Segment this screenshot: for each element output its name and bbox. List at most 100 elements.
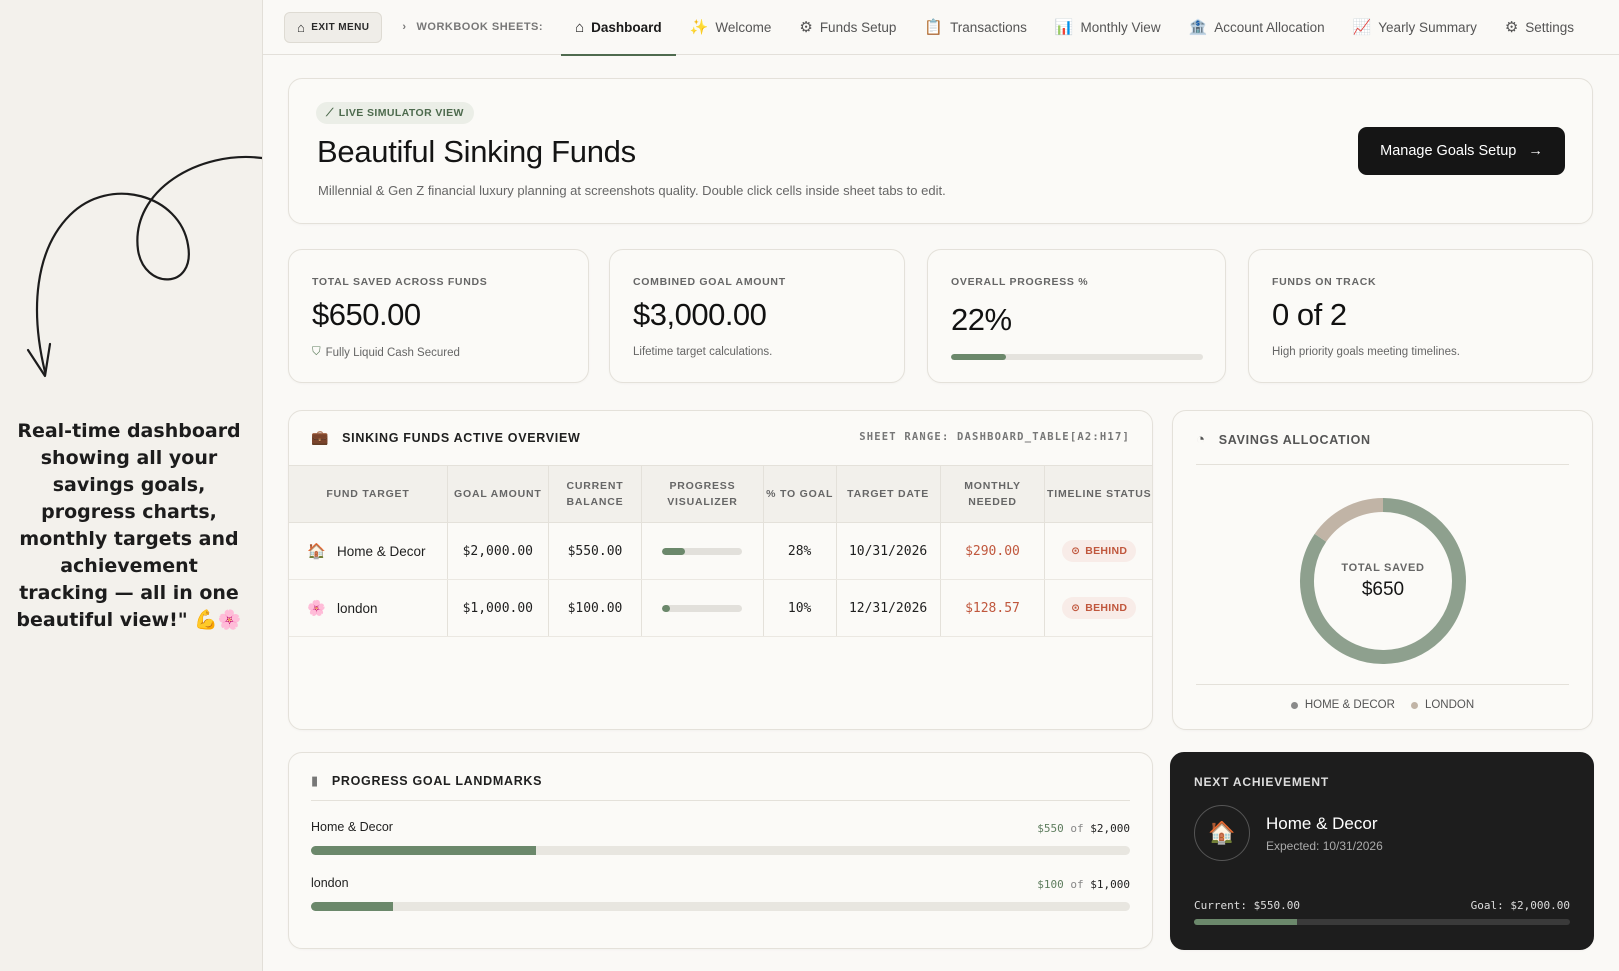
fund-cell[interactable]: 🌸 london [289,579,448,637]
progress-visualizer [662,547,743,555]
legend-item: LONDON [1410,699,1474,711]
shield-check-icon: ⛉ [312,346,321,358]
briefcase-icon: 💼 [311,429,330,445]
date-cell[interactable]: 10/31/2026 [836,522,941,580]
live-simulator-badge: ⟋ LIVE SIMULATOR VIEW [316,102,474,124]
landmark-of: of [1070,822,1084,835]
overview-card: 💼 SINKING FUNDS ACTIVE OVERVIEW SHEET RA… [288,410,1153,730]
status-badge: ⊙ BEHIND [1062,540,1137,562]
manage-goals-button[interactable]: Manage Goals Setup → [1358,127,1565,175]
landmark-track [311,846,1130,855]
stat-sub: ⛉ Fully Liquid Cash Secured [312,346,460,359]
divider [1196,464,1569,465]
monthly-cell[interactable]: $128.57 [940,579,1046,637]
clipboard-icon: 📋 [924,18,944,36]
pct-cell[interactable]: 10% [763,579,837,637]
pct-cell[interactable]: 28% [763,522,837,580]
overall-progress-bar [951,354,1203,360]
column-header: MONTHLY NEEDED [940,465,1046,523]
tab-label: Dashboard [591,19,662,35]
alert-circle-icon: ⊙ [1071,602,1081,614]
house-icon: ⌂ [575,18,585,36]
tab-label: Welcome [715,19,772,35]
goal-cell[interactable]: $2,000.00 [447,522,549,580]
tab-welcome[interactable]: ✨ Welcome [676,0,786,55]
fund-name: Home & Decor [337,544,426,559]
goal-cell[interactable]: $1,000.00 [447,579,549,637]
tab-label: Account Allocation [1214,19,1325,35]
table-row[interactable]: 🌸 london $1,000.00 $100.00 10% 12/31/2026… [289,579,1152,637]
fund-cell[interactable]: 🏠 Home & Decor [289,522,448,580]
progress-fill [311,846,537,855]
table-row[interactable]: 🏠 Home & Decor $2,000.00 $550.00 28% 10/3… [289,522,1152,580]
app-window: ⌂ EXIT MENU › WORKBOOK SHEETS: ⌂ Dashboa… [262,0,1619,971]
exit-menu-button[interactable]: ⌂ EXIT MENU [284,11,383,43]
divider [1196,684,1569,685]
landmark-goal: $2,000 [1090,822,1130,835]
status-cell: ⊙ BEHIND [1044,522,1152,580]
tab-label: Funds Setup [819,19,897,35]
column-header: TARGET DATE [836,465,941,523]
balance-cell[interactable]: $100.00 [548,579,643,637]
top-nav: ⌂ EXIT MENU › WORKBOOK SHEETS: ⌂ Dashboa… [263,0,1619,56]
stat-label: TOTAL SAVED ACROSS FUNDS [312,276,488,288]
next-goal: Goal: $2,000.00 [1470,899,1570,912]
promo-caption: Real-time dashboard showing all your sav… [16,420,242,631]
stat-funds-on-track: FUNDS ON TRACK 0 of 2 High priority goal… [1248,249,1593,383]
next-label: NEXT ACHIEVEMENT [1194,775,1330,789]
bar-chart-icon: 📊 [1054,18,1074,36]
allocation-donut [1300,498,1466,664]
arrow-right-icon: → [1528,143,1543,159]
tab-label: Transactions [950,19,1027,35]
landmark-name: Home & Decor [311,820,393,834]
stat-sub-text: High priority goals meeting timelines. [1272,346,1460,358]
next-current: Current: $550.00 [1194,899,1300,912]
progress-fill [662,547,685,555]
alert-circle-icon: ⊙ [1071,545,1081,557]
column-header: % TO GOAL [763,465,837,523]
house-decor-icon: 🏠 [1194,805,1250,861]
chart-legend: HOME & DECOR LONDON [1173,699,1592,711]
column-header: FUND TARGET [289,465,448,523]
monthly-cell[interactable]: $290.00 [940,522,1046,580]
progress-fill [311,902,393,911]
tab-settings[interactable]: ⚙ Settings [1491,0,1588,55]
donut-slice-home-decor [1300,498,1466,664]
gear-badge-icon: ⚙ [799,18,813,36]
breadcrumb: › WORKBOOK SHEETS: [402,21,543,33]
page-title: Beautiful Sinking Funds [317,134,636,169]
tab-yearly-summary[interactable]: 📈 Yearly Summary [1339,0,1491,55]
promo-panel: Real-time dashboard showing all your sav… [0,0,262,971]
trend-chart-icon: 📈 [1352,18,1372,36]
landmark-of: of [1070,878,1084,891]
date-cell[interactable]: 12/31/2026 [836,579,941,637]
page-subtitle: Millennial & Gen Z financial luxury plan… [318,183,946,198]
tab-monthly-view[interactable]: 📊 Monthly View [1041,0,1175,55]
donut-slice-london [1314,498,1384,542]
next-achievement-card: NEXT ACHIEVEMENT 🏠 Home & Decor Expected… [1170,752,1594,950]
tab-transactions[interactable]: 📋 Transactions [910,0,1040,55]
manage-goals-label: Manage Goals Setup [1380,143,1517,159]
status-badge: ⊙ BEHIND [1062,597,1137,619]
stat-combined-goal: COMBINED GOAL AMOUNT $3,000.00 Lifetime … [609,249,905,383]
landmark-amount: $100 of $1,000 [1037,878,1130,891]
balance-cell[interactable]: $550.00 [548,522,643,580]
stat-label: OVERALL PROGRESS % [951,276,1089,288]
landmark-goal: $1,000 [1090,878,1130,891]
divider [311,800,1130,801]
donut-center: TOTAL SAVED $650 [1293,491,1473,671]
allocation-title: SAVINGS ALLOCATION [1218,432,1371,447]
column-header: PROGRESS VISUALIZER [641,465,764,523]
tab-label: Monthly View [1080,19,1161,35]
tab-funds-setup[interactable]: ⚙ Funds Setup [785,0,910,55]
tab-account-allocation[interactable]: 🏦 Account Allocation [1175,0,1339,55]
table-header-row: FUND TARGET GOAL AMOUNT CURRENT BALANCE … [289,465,1152,523]
flower-icon: 🌸 [307,600,326,617]
tab-dashboard[interactable]: ⌂ Dashboard [561,0,676,56]
landmarks-header: ▮ PROGRESS GOAL LANDMARKS [311,773,542,789]
column-header: TIMELINE STATUS [1044,465,1152,523]
donut-center-value: $650 [1361,578,1405,600]
landmark-amount: $550 of $2,000 [1037,822,1130,835]
overview-header: 💼 SINKING FUNDS ACTIVE OVERVIEW [311,429,581,446]
stat-label: COMBINED GOAL AMOUNT [633,276,786,288]
